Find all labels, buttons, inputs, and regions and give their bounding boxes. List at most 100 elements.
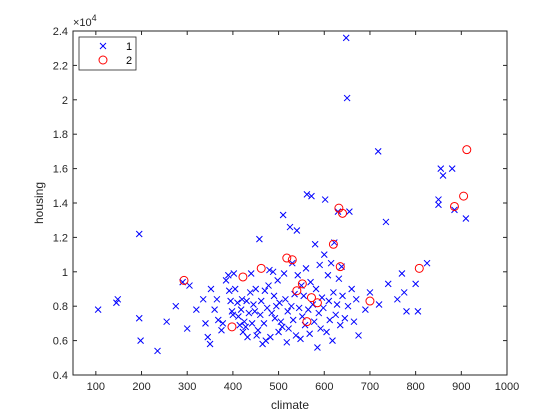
data-point-series-1 — [270, 292, 278, 300]
y-tick-label: 1.4 — [53, 198, 68, 210]
data-point-series-2 — [227, 322, 237, 332]
x-tick-label: 300 — [178, 381, 196, 393]
data-point-series-1 — [231, 285, 239, 293]
data-point-series-1 — [261, 287, 269, 295]
data-point-series-1 — [302, 265, 310, 272]
data-point-series-1 — [227, 297, 234, 305]
data-point-series-1 — [251, 308, 259, 315]
data-point-series-1 — [398, 270, 406, 277]
data-point-series-1 — [113, 299, 120, 307]
data-point-series-1 — [333, 301, 341, 308]
data-point-series-1 — [244, 333, 251, 341]
data-point-series-1 — [235, 313, 242, 320]
y-tick-label: 2.4 — [53, 26, 68, 38]
data-point-series-1 — [114, 295, 122, 303]
data-point-series-2 — [459, 191, 469, 201]
data-point-series-1 — [435, 196, 442, 203]
data-point-series-1 — [355, 332, 362, 339]
y-axis-ticks: 0.4 0.6 0.8 1 1.2 1.4 1.6 1.8 2 2.2 2.4 — [53, 26, 507, 382]
data-point-series-1 — [218, 326, 225, 334]
data-point-series-1 — [253, 332, 261, 339]
data-point-series-1 — [320, 251, 328, 258]
data-point-series-1 — [238, 295, 246, 303]
data-point-series-1 — [403, 308, 410, 315]
data-point-series-2 — [282, 253, 292, 263]
data-point-series-1 — [183, 325, 191, 332]
data-point-series-1 — [400, 289, 408, 296]
data-point-series-1 — [323, 328, 330, 336]
data-point-series-1 — [294, 271, 302, 279]
data-point-series-1 — [234, 299, 241, 307]
exponent-base: ×10 — [73, 17, 92, 29]
data-point-series-1 — [247, 270, 255, 277]
data-point-series-1 — [329, 337, 336, 344]
data-point-series-1 — [292, 332, 300, 339]
data-point-series-1 — [94, 306, 102, 313]
data-point-series-1 — [306, 330, 313, 338]
data-point-series-1 — [274, 277, 282, 284]
x-tick-label: 1000 — [495, 381, 519, 393]
data-point-series-1 — [260, 320, 268, 327]
data-point-series-2 — [306, 293, 316, 303]
data-point-series-1 — [311, 240, 319, 248]
data-point-series-1 — [154, 347, 161, 355]
data-point-series-1 — [343, 94, 351, 102]
x-tick-label: 400 — [224, 381, 242, 393]
data-point-series-1 — [202, 320, 209, 327]
data-point-series-1 — [252, 285, 260, 293]
data-point-series-1 — [310, 318, 318, 326]
y-tick-label: 1.6 — [53, 164, 68, 176]
data-point-series-1 — [211, 306, 218, 313]
data-point-series-1 — [448, 165, 456, 172]
data-point-series-1 — [375, 301, 383, 308]
data-point-series-1 — [199, 295, 207, 303]
y-tick-label: 0.6 — [53, 336, 68, 348]
data-point-series-1 — [439, 172, 447, 179]
data-point-series-2 — [449, 201, 459, 211]
data-point-series-1 — [240, 318, 248, 326]
data-point-series-1 — [242, 323, 250, 331]
data-point-series-1 — [222, 277, 230, 284]
data-point-series-1 — [293, 227, 301, 234]
data-point-series-1 — [277, 318, 285, 326]
data-point-series-1 — [284, 308, 292, 315]
data-point-series-1 — [341, 314, 349, 322]
data-point-series-2 — [302, 317, 312, 327]
data-point-series-1 — [462, 215, 470, 222]
data-point-series-1 — [327, 259, 335, 267]
data-point-series-1 — [288, 302, 295, 310]
data-point-series-1 — [288, 259, 296, 267]
data-point-series-1 — [237, 306, 245, 313]
data-point-series-1 — [412, 280, 419, 288]
legend-marker-series-2 — [98, 55, 108, 65]
x-tick-label: 700 — [361, 381, 379, 393]
data-point-series-1 — [300, 292, 308, 300]
data-point-series-2 — [338, 208, 348, 218]
data-point-series-1 — [219, 320, 227, 327]
data-point-series-1 — [268, 309, 276, 317]
y-tick-label: 0.8 — [53, 301, 68, 313]
data-point-series-1 — [224, 271, 232, 279]
data-point-series-1 — [283, 338, 291, 346]
legend-box — [78, 36, 137, 71]
data-point-series-1 — [269, 268, 277, 276]
data-points — [94, 34, 472, 355]
data-point-series-1 — [342, 34, 350, 42]
data-point-series-1 — [186, 282, 193, 289]
data-point-series-1 — [172, 302, 180, 310]
data-point-series-1 — [271, 314, 279, 322]
data-point-series-1 — [394, 295, 401, 303]
data-point-series-1 — [192, 306, 200, 313]
y-axis-exponent: ×104 — [73, 13, 97, 29]
data-point-series-1 — [163, 318, 171, 326]
data-point-series-1 — [278, 323, 286, 331]
data-point-series-2 — [292, 286, 302, 296]
data-point-series-1 — [321, 196, 329, 203]
data-point-series-1 — [243, 297, 250, 305]
data-point-series-1 — [384, 280, 392, 288]
legend: 12 — [78, 36, 137, 71]
data-point-series-1 — [262, 337, 270, 344]
data-point-series-2 — [365, 296, 375, 306]
data-point-series-1 — [265, 282, 272, 289]
